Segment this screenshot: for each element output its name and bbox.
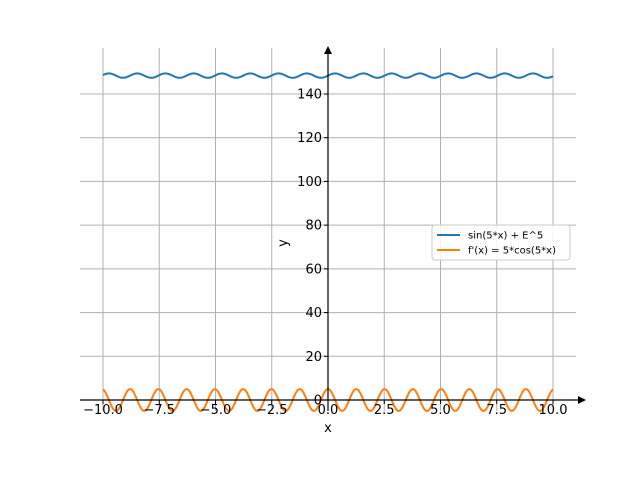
tick-labels: −10.0 −7.5 −5.0 −2.5 0.0 2.5 5.0 7.5 10.0 0 20 40 60… [83, 88, 567, 419]
x-tick-label-4: 0.0 [318, 403, 339, 418]
legend-label-series-1: sin(5*x) + E^5 [468, 231, 543, 242]
x-tick-label-8: 10.0 [539, 403, 568, 418]
y-tick-label-0: 0 [314, 394, 322, 409]
y-tick-label-2: 40 [305, 306, 322, 321]
x-tick-label-6: 5.0 [430, 403, 451, 418]
legend-label-series-2: f'(x) = 5*cos(5*x) [468, 246, 556, 257]
x-axis-label: x [324, 421, 332, 436]
y-tick-label-7: 140 [297, 88, 322, 103]
x-tick-label-5: 2.5 [374, 403, 395, 418]
y-tick-label-4: 80 [305, 219, 322, 234]
x-axis-arrow [578, 396, 586, 404]
x-tick-label-3: −2.5 [256, 403, 288, 418]
legend-box [431, 224, 571, 261]
legend: sin(5*x) + E^5 f'(x) = 5*cos(5*x) [431, 224, 571, 261]
y-tick-label-3: 60 [305, 262, 322, 277]
y-tick-label-5: 100 [297, 175, 322, 190]
x-tick-label-0: −10.0 [83, 403, 123, 418]
y-tick-label-6: 120 [297, 131, 322, 146]
y-axis-arrow [324, 46, 332, 54]
x-tick-label-2: −5.0 [200, 403, 232, 418]
axes [80, 46, 586, 411]
x-tick-label-7: 7.5 [486, 403, 507, 418]
y-axis-label: y [276, 239, 291, 247]
y-tick-label-1: 20 [305, 350, 322, 365]
x-tick-label-1: −7.5 [143, 403, 175, 418]
